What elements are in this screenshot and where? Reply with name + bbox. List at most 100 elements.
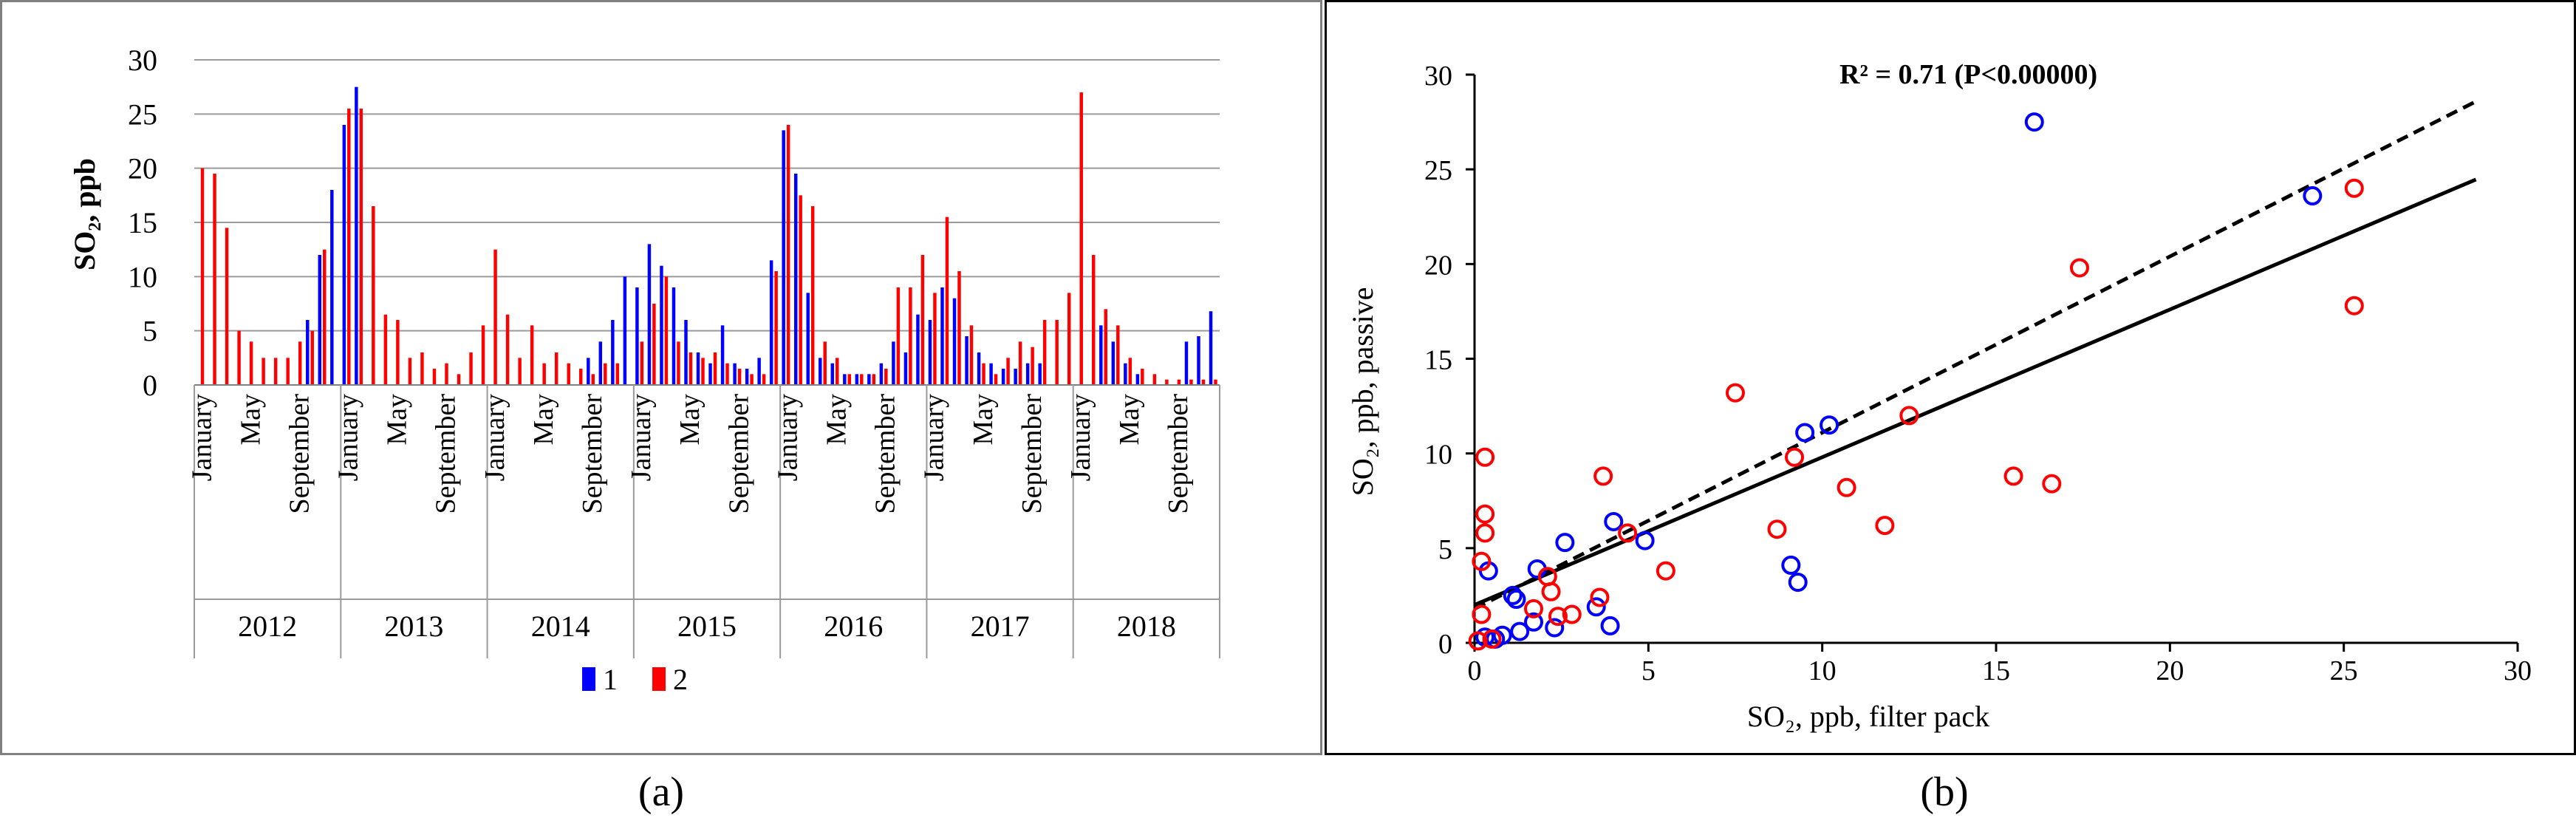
month-tick-label: September (1017, 394, 1048, 514)
bar-series-1 (660, 265, 663, 385)
y-axis-label: SO₂, ppb, passive (1346, 287, 1379, 497)
bar-series-2 (298, 341, 302, 385)
bar-series-2 (750, 374, 754, 385)
bar-series-2 (420, 352, 424, 385)
bar-series-2 (652, 304, 656, 385)
x-axis-label: SO₂, ppb, filter pack (1747, 700, 1989, 733)
bar-series-1 (928, 320, 932, 385)
month-tick-label: January (333, 394, 364, 481)
bar-series-1 (867, 374, 871, 385)
bar-series-1 (782, 130, 785, 386)
bar-series-2 (810, 206, 815, 385)
scatter-point-red (1562, 604, 1582, 624)
bar-series-1 (1209, 311, 1213, 385)
month-tick-label: September (284, 394, 315, 514)
bar-series-2 (1201, 379, 1206, 385)
bar-series-2 (1189, 379, 1193, 385)
bar-series-2 (591, 374, 595, 385)
bar-series-2 (347, 109, 351, 385)
x-tick-label: 30 (2504, 655, 2532, 686)
bar-series-2 (273, 358, 278, 385)
y-tick-label: 15 (1424, 345, 1452, 376)
y-tick-label: 0 (1438, 629, 1452, 660)
bar-series-2 (310, 330, 314, 385)
scatter-point-red (1475, 447, 1495, 467)
bar-series-2 (982, 363, 985, 385)
bar-series-1 (1099, 325, 1103, 385)
bar-series-1 (916, 314, 920, 385)
axes (1466, 73, 2519, 652)
bar-series-2 (505, 314, 510, 385)
bar-series-2 (933, 293, 937, 385)
bar-series-2 (689, 352, 693, 385)
month-tick-label: May (528, 394, 559, 446)
bar-series-2 (286, 358, 290, 385)
y-tick-label: 20 (128, 152, 157, 185)
bar-series-2 (945, 216, 949, 385)
month-tick-label: January (772, 394, 803, 481)
scatter-point-blue (1600, 616, 1620, 635)
bar-series-2 (1018, 341, 1022, 385)
month-tick-label: September (723, 394, 754, 514)
bar-series-1 (672, 287, 676, 385)
bar-series-1 (635, 287, 639, 385)
bar-series-2 (1067, 293, 1071, 385)
month-tick-label: January (479, 394, 510, 481)
bar-series-2 (872, 374, 876, 385)
scatter-point-red (1472, 604, 1492, 624)
bar-series-2 (262, 358, 265, 385)
bar-series-1 (892, 341, 895, 385)
x-tick-label: 0 (1468, 655, 1482, 686)
bar-series-1 (318, 255, 322, 385)
bar-series-2 (530, 325, 534, 385)
bar-series-2 (823, 341, 827, 385)
bar-series-2 (884, 369, 888, 385)
legend-swatch-2 (652, 667, 666, 691)
bar-series-2 (664, 276, 669, 385)
month-tick-label: May (821, 394, 853, 446)
scatter-point-red (1475, 523, 1495, 543)
bar-series-1 (330, 190, 334, 385)
legend-label-1: 1 (603, 663, 618, 696)
bar-series-2 (774, 271, 778, 385)
bar-series-1 (647, 244, 652, 385)
bar-series-2 (799, 195, 802, 385)
y-tick-label: 25 (1424, 155, 1452, 186)
bar-series-1 (708, 363, 712, 385)
bar-series-2 (969, 325, 974, 385)
legend-label-2: 2 (673, 663, 688, 696)
bar-series-2 (1141, 369, 1144, 385)
bar-series-2 (1055, 320, 1059, 385)
scatter-point-red (1468, 631, 1488, 651)
grid-lines (194, 59, 1220, 332)
legend-swatch-1 (582, 667, 595, 691)
bar-series-2 (836, 358, 839, 385)
bar-series-2 (249, 341, 253, 385)
scatter-point-blue (1781, 555, 1801, 575)
regression-dashed (1473, 100, 2477, 611)
bar-series-2 (567, 363, 570, 385)
bar-series-2 (1128, 358, 1132, 385)
scatter-point-blue (1545, 618, 1565, 638)
month-tick-label: May (382, 394, 413, 446)
y-axis-label: SO₂, ppb (68, 158, 101, 270)
bar-series-2 (493, 249, 497, 385)
y-tick-labels: 0 5 10 15 20 25 30 (128, 44, 157, 402)
bar-series-2 (518, 358, 522, 385)
bar-series-2 (1031, 347, 1034, 385)
bar-series-1 (1014, 369, 1017, 385)
x-tick-labels: January May September 2012 January May Septemb… (186, 394, 1194, 643)
scatter-point-red (1656, 561, 1675, 581)
y-tick-label: 10 (128, 260, 157, 293)
scatter-point-blue (1510, 621, 1530, 641)
regression-lines (1473, 100, 2477, 611)
scatter-point-red (2344, 178, 2364, 198)
bar-series-1 (965, 336, 968, 385)
bar-series-1 (355, 86, 358, 386)
year-tick-label: 2016 (824, 610, 883, 643)
bar-series-1 (769, 260, 773, 385)
bar-series-2 (957, 271, 961, 385)
scatter-point-blue (1788, 572, 1808, 592)
y-tick-label: 15 (128, 206, 157, 239)
